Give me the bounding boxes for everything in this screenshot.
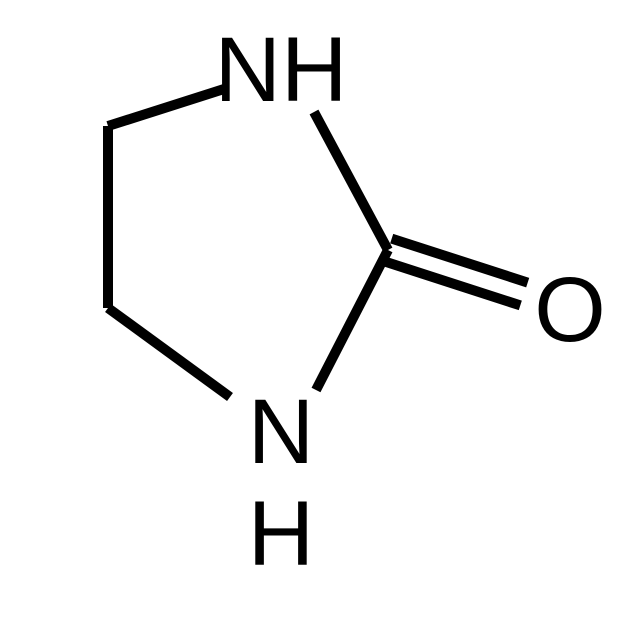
- atom-label-n1: NH: [215, 19, 348, 121]
- atom-label-h3: H: [248, 483, 314, 585]
- bond-layer: [108, 89, 528, 397]
- bond-single: [314, 112, 388, 250]
- molecule-diagram: NH NH O: [0, 0, 640, 618]
- bond-single: [108, 308, 230, 397]
- atom-label-layer: NH NH O: [215, 19, 606, 585]
- atom-label-n3: N: [248, 381, 314, 483]
- bond-single: [316, 250, 388, 390]
- atom-label-o: O: [534, 259, 606, 361]
- bond-single: [108, 89, 224, 126]
- bond-double: [384, 239, 527, 306]
